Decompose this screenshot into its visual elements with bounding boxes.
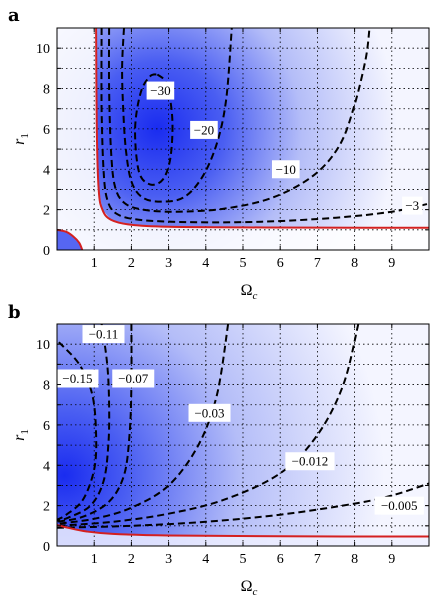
x-tick-label: 6	[277, 552, 284, 567]
x-tick-label: 2	[128, 552, 135, 567]
x-axis-subscript: c	[253, 290, 258, 302]
y-axis-symbol: r	[11, 138, 28, 145]
contour-label-text: −0.07	[118, 371, 149, 386]
contour-line	[57, 324, 360, 527]
lower-region	[57, 524, 429, 546]
contour-label-text: −10	[276, 162, 296, 177]
contour-label-text: −0.15	[62, 371, 92, 386]
x-tick-label: 5	[240, 256, 247, 271]
contour-line	[121, 28, 233, 203]
contour-label: −0.012	[285, 452, 335, 471]
y-tick-label: 4	[43, 163, 50, 178]
contour-label-text: −30	[150, 83, 170, 98]
contour-label-bg	[402, 196, 423, 215]
heatmap-field	[57, 28, 429, 250]
contour-line	[134, 73, 174, 186]
boundary-curve	[95, 28, 429, 229]
x-tick-label: 8	[351, 256, 358, 271]
panel-b-plot: −0.11 −0.15 −0.07 −0.03 −0.012 −0.005 1 2 3 4 5 6 7 8…	[11, 323, 430, 598]
contour-label-bg	[188, 403, 231, 422]
y-tick-label: 10	[36, 42, 50, 57]
contour-label-bg	[82, 325, 125, 344]
x-axis-label: Ωc	[241, 578, 258, 598]
y-tick-label: 8	[43, 379, 50, 394]
contour-label: −20	[190, 120, 218, 139]
x-axis-label: Ωc	[241, 282, 258, 302]
contour-label: −0.005	[374, 496, 424, 515]
boundary-curve	[57, 523, 429, 538]
y-tick-label: 6	[43, 419, 50, 434]
x-tick-label: 4	[202, 552, 209, 567]
x-tick-label: 3	[165, 552, 172, 567]
contour-line	[100, 28, 429, 224]
y-axis-label: r1	[11, 429, 31, 441]
x-axis-symbol: Ω	[241, 282, 253, 299]
heatmap-field	[57, 324, 429, 546]
contour-label-bg	[146, 81, 175, 100]
contour-label: −0.07	[112, 369, 155, 388]
contour-label: −30	[146, 81, 175, 100]
contour-label-bg	[112, 369, 155, 388]
y-axis-label: r1	[11, 133, 31, 145]
x-tick-label: 3	[165, 256, 172, 271]
x-tick-label: 1	[91, 552, 98, 567]
x-axis-symbol: Ω	[241, 578, 253, 595]
x-tick-label: 2	[128, 256, 135, 271]
x-tick-label: 9	[388, 256, 395, 271]
contour-label-bg	[285, 452, 335, 471]
contour-label-bg	[374, 496, 424, 515]
contour-label-text: −0.11	[89, 327, 119, 342]
y-tick-label: 2	[43, 204, 50, 219]
y-axis-subscript: 1	[19, 133, 31, 139]
contour-label-text: −0.012	[292, 454, 329, 469]
x-tick-label: 4	[202, 256, 209, 271]
x-tick-label: 6	[277, 256, 284, 271]
contour-line	[57, 482, 429, 529]
x-tick-label: 8	[351, 552, 358, 567]
boundary-curve	[57, 228, 84, 250]
contour-line	[57, 324, 111, 522]
contour-line	[57, 324, 230, 525]
grid-lines	[57, 28, 429, 250]
corner-region	[57, 229, 83, 250]
contour-label: −0.15	[56, 369, 99, 388]
x-tick-label: 9	[388, 552, 395, 567]
grid-lines	[57, 324, 429, 546]
contour-label: −0.03	[188, 403, 231, 422]
y-tick-label: 0	[43, 244, 50, 259]
contour-label-bg	[56, 369, 99, 388]
contour-line	[57, 341, 98, 521]
contour-label: −3	[402, 196, 423, 215]
y-tick-label: 2	[43, 500, 50, 515]
contour-label-text: −0.005	[381, 498, 418, 513]
y-tick-label: 6	[43, 123, 50, 138]
contour-label-text: −20	[194, 122, 214, 137]
contour-label-text: −3	[405, 198, 419, 213]
panel-letter-b: b	[8, 302, 21, 323]
contour-label-text: −0.03	[194, 405, 224, 420]
contour-label: −0.11	[82, 325, 125, 344]
x-axis-subscript: c	[253, 586, 258, 598]
y-axis-subscript: 1	[19, 429, 31, 435]
contour-label-bg	[190, 120, 218, 139]
x-tick-label: 7	[314, 552, 321, 567]
y-axis-symbol: r	[11, 434, 28, 441]
y-tick-label: 4	[43, 459, 50, 474]
x-tick-label: 5	[240, 552, 247, 567]
y-tick-label: 0	[43, 540, 50, 555]
x-tick-label: 1	[91, 256, 98, 271]
contour-line	[107, 28, 371, 213]
x-tick-label: 7	[314, 256, 321, 271]
y-tick-label: 10	[36, 338, 50, 353]
panel-letter-a: a	[8, 5, 20, 26]
contour-label-bg	[271, 160, 300, 179]
y-tick-label: 8	[43, 83, 50, 98]
contour-label: −10	[271, 160, 300, 179]
